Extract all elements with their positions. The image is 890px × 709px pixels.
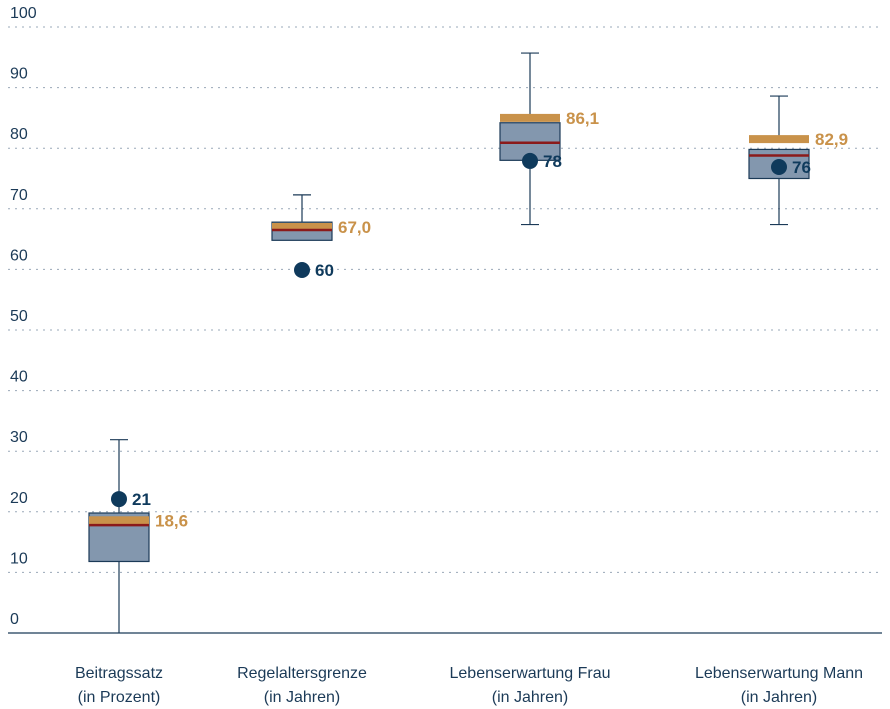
reference-bar [500,113,560,122]
category-label-line2: (in Prozent) [78,689,161,706]
grid-lines [8,26,882,573]
y-tick-label-80: 80 [10,126,28,143]
y-tick-label-70: 70 [10,187,28,204]
y-tick-label-60: 60 [10,247,28,264]
category-label-line1: Lebenserwartung Frau [450,665,611,682]
category-label-line1: Lebenserwartung Mann [695,665,863,682]
category-label-line2: (in Jahren) [741,689,817,706]
point-marker [111,491,127,508]
box-group-0: 18,621 [88,439,188,633]
y-tick-label-30: 30 [10,429,28,446]
point-value-label: 78 [543,152,562,171]
x-axis-category-labels: Beitragssatz (in Prozent) Regelaltersgrenz… [75,665,863,706]
y-axis-tick-labels: 0 10 20 30 40 50 60 70 80 90 100 [10,5,37,628]
reference-value-label: 82,9 [815,130,848,149]
box-series: 18,621 67,0 60 86,1 78 82,976 [88,52,848,633]
point-value-label: 21 [132,490,151,509]
y-tick-label-0: 0 [10,611,19,628]
point-value-label: 76 [792,158,811,177]
category-label-line2: (in Jahren) [264,689,340,706]
point-value-label: 60 [315,261,334,280]
point-marker [771,158,787,175]
category-label-line1: Beitragssatz [75,665,163,682]
box-group-3: 82,976 [748,95,848,226]
box-group-2: 86,1 78 [499,52,599,226]
y-tick-label-50: 50 [10,308,28,325]
reference-bar [749,135,809,144]
reference-value-label: 86,1 [566,109,599,128]
reference-value-label: 67,0 [338,218,371,237]
box-group-1: 67,0 60 [271,194,371,280]
reference-value-label: 18,6 [155,511,188,530]
point-marker [522,152,538,169]
category-label-line1: Regelaltersgrenze [237,665,367,682]
y-tick-label-40: 40 [10,369,28,386]
y-tick-label-90: 90 [10,66,28,83]
y-tick-label-10: 10 [10,550,28,567]
y-tick-label-20: 20 [10,490,28,507]
reference-bar [89,516,149,525]
category-label-line2: (in Jahren) [492,689,568,706]
point-marker [294,262,310,279]
y-tick-label-100: 100 [10,5,37,22]
reference-bar [272,222,332,231]
